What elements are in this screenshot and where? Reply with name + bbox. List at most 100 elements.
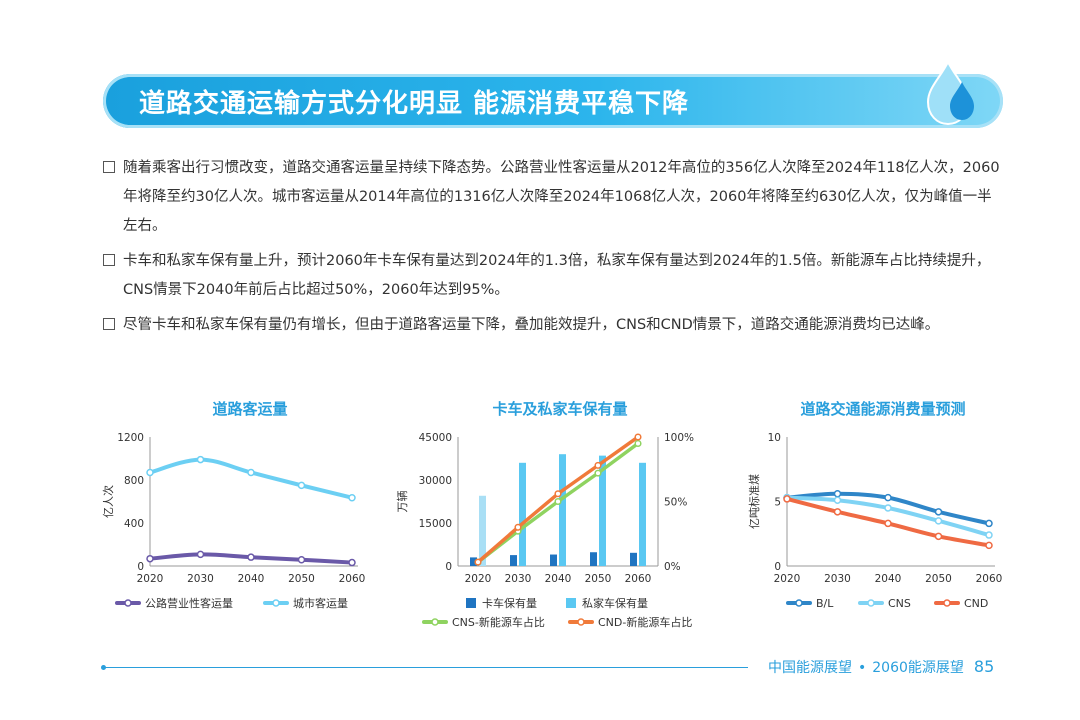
y-tick-label: 10 bbox=[768, 432, 781, 444]
y-tick-label: 800 bbox=[124, 475, 144, 487]
bar-truck bbox=[590, 552, 597, 566]
footer-rule bbox=[103, 667, 748, 668]
series-point-1 bbox=[884, 504, 892, 512]
legend-urban-marker bbox=[272, 599, 280, 607]
legend-cnd-share-label: CND-新能源车占比 bbox=[598, 615, 692, 629]
x-tick-label: 2020 bbox=[774, 573, 801, 585]
bar-car bbox=[639, 462, 646, 566]
share-point-0 bbox=[594, 469, 602, 477]
legend-truck-label: 卡车保有量 bbox=[482, 596, 537, 610]
y-tick-label: 1200 bbox=[117, 432, 144, 444]
series-point-0 bbox=[297, 556, 306, 564]
share-point-0 bbox=[554, 497, 562, 506]
series-point-0 bbox=[833, 490, 842, 498]
bar-truck bbox=[510, 555, 517, 566]
y-tick-label: 0 bbox=[445, 561, 452, 573]
footer: 中国能源展望 • 2060能源展望 85 bbox=[768, 657, 994, 677]
bullet-text: 随着乘客出行习惯改变，道路交通客运量呈持续下降态势。公路营业性客运量从2012年… bbox=[123, 160, 1000, 234]
y2-tick-label: 0% bbox=[664, 561, 681, 573]
y-tick-label: 0 bbox=[774, 561, 781, 573]
footer-dot bbox=[101, 665, 106, 670]
y-tick-label: 400 bbox=[124, 518, 144, 530]
series-point-0 bbox=[196, 550, 205, 559]
x-tick-label: 2050 bbox=[585, 573, 612, 585]
bullet-item: 卡车和私家车保有量上升，预计2060年卡车保有量达到2024年的1.3倍，私家车… bbox=[103, 247, 1003, 305]
chart-title-vehicles: 卡车及私家车保有量 bbox=[492, 400, 628, 418]
series-point-0 bbox=[934, 508, 943, 516]
banner-title: 道路交通运输方式分化明显 能源消费平稳下降 bbox=[139, 89, 690, 119]
series-line-1 bbox=[148, 457, 354, 500]
checkbox-square-icon bbox=[103, 318, 115, 330]
footer-separator: • bbox=[858, 660, 867, 676]
bar-car bbox=[559, 454, 566, 566]
legend-urban-label: 城市客运量 bbox=[293, 596, 348, 610]
y-tick-label: 15000 bbox=[419, 518, 452, 530]
share-point-1 bbox=[474, 558, 482, 566]
bar-car bbox=[599, 455, 606, 566]
series-point-1 bbox=[146, 468, 154, 477]
series-point-0 bbox=[247, 553, 255, 561]
series-point-0 bbox=[348, 558, 356, 567]
legend-truck-swatch bbox=[466, 598, 476, 608]
x-tick-label: 2030 bbox=[505, 573, 532, 585]
series-point-1 bbox=[934, 517, 943, 525]
series-point-2 bbox=[833, 508, 842, 516]
legend-bl-marker bbox=[795, 599, 803, 607]
x-tick-label: 2030 bbox=[824, 573, 851, 585]
chart-title-passenger: 道路客运量 bbox=[212, 400, 288, 418]
series-point-2 bbox=[783, 495, 791, 503]
bullet-item: 随着乘客出行习惯改变，道路交通客运量呈持续下降态势。公路营业性客运量从2012年… bbox=[103, 154, 1003, 241]
x-tick-label: 2060 bbox=[339, 573, 366, 585]
legend-car-swatch bbox=[566, 598, 576, 608]
energy-consumption-chart: 0 5 10 2020 2030 2040 2050 2060 亿吨标准煤 B/L CNS CND bbox=[747, 432, 1003, 610]
legend-cns-marker bbox=[867, 599, 875, 607]
share-point-1 bbox=[594, 461, 602, 469]
x-tick-label: 2040 bbox=[545, 573, 572, 585]
x-tick-label: 2040 bbox=[238, 573, 265, 585]
y2-tick-label: 100% bbox=[664, 432, 694, 444]
series-point-0 bbox=[884, 493, 892, 502]
series-point-0 bbox=[146, 554, 154, 563]
x-tick-label: 2040 bbox=[875, 573, 902, 585]
x-tick-label: 2030 bbox=[187, 573, 214, 585]
bar-truck bbox=[470, 557, 477, 566]
legend-cnd-marker bbox=[943, 599, 951, 607]
legend-bl-label: B/L bbox=[816, 597, 834, 610]
y-axis-label: 万辆 bbox=[395, 491, 409, 513]
x-tick-label: 2050 bbox=[288, 573, 315, 585]
y-tick-label: 0 bbox=[137, 561, 144, 573]
footer-edition: 2060能源展望 bbox=[872, 660, 964, 676]
checkbox-square-icon bbox=[103, 161, 115, 173]
series-point-1 bbox=[196, 455, 205, 464]
legend-highway-marker bbox=[124, 599, 132, 607]
x-tick-label: 2020 bbox=[137, 573, 164, 585]
series-point-2 bbox=[934, 532, 943, 541]
x-tick-label: 2060 bbox=[625, 573, 652, 585]
x-tick-label: 2050 bbox=[925, 573, 952, 585]
legend-car-label: 私家车保有量 bbox=[582, 596, 648, 610]
bar-truck bbox=[630, 552, 637, 566]
checkbox-square-icon bbox=[103, 254, 115, 266]
y-tick-label: 30000 bbox=[419, 475, 452, 487]
legend-cnd-share-marker bbox=[577, 618, 585, 626]
share-point-1 bbox=[554, 490, 562, 498]
x-tick-label: 2060 bbox=[976, 573, 1003, 585]
bar-truck bbox=[550, 554, 557, 566]
share-point-1 bbox=[634, 433, 642, 441]
series-point-2 bbox=[985, 541, 993, 550]
share-point-0 bbox=[634, 439, 642, 448]
vehicle-ownership-chart: 0 15000 30000 45000 0% 50% 100% 2020 2030 2040 205… bbox=[395, 432, 694, 629]
passenger-volume-chart: 0 400 800 1200 2020 2030 2040 2050 2060 亿人次公路营业性客… bbox=[101, 432, 366, 610]
bar-car bbox=[479, 495, 486, 566]
series-point-1 bbox=[833, 496, 842, 504]
legend-cns-share-marker bbox=[431, 618, 439, 626]
series-point-1 bbox=[297, 481, 306, 490]
bullet-list: 随着乘客出行习惯改变，道路交通客运量呈持续下降态势。公路营业性客运量从2012年… bbox=[103, 154, 1003, 346]
water-drop-icon bbox=[926, 59, 974, 126]
legend-cnd-label: CND bbox=[964, 597, 988, 610]
y-axis-label: 亿人次 bbox=[101, 485, 115, 518]
bar-car bbox=[519, 462, 526, 566]
y-tick-label: 5 bbox=[774, 497, 781, 509]
page-number: 85 bbox=[973, 657, 995, 676]
series-point-1 bbox=[348, 493, 356, 502]
